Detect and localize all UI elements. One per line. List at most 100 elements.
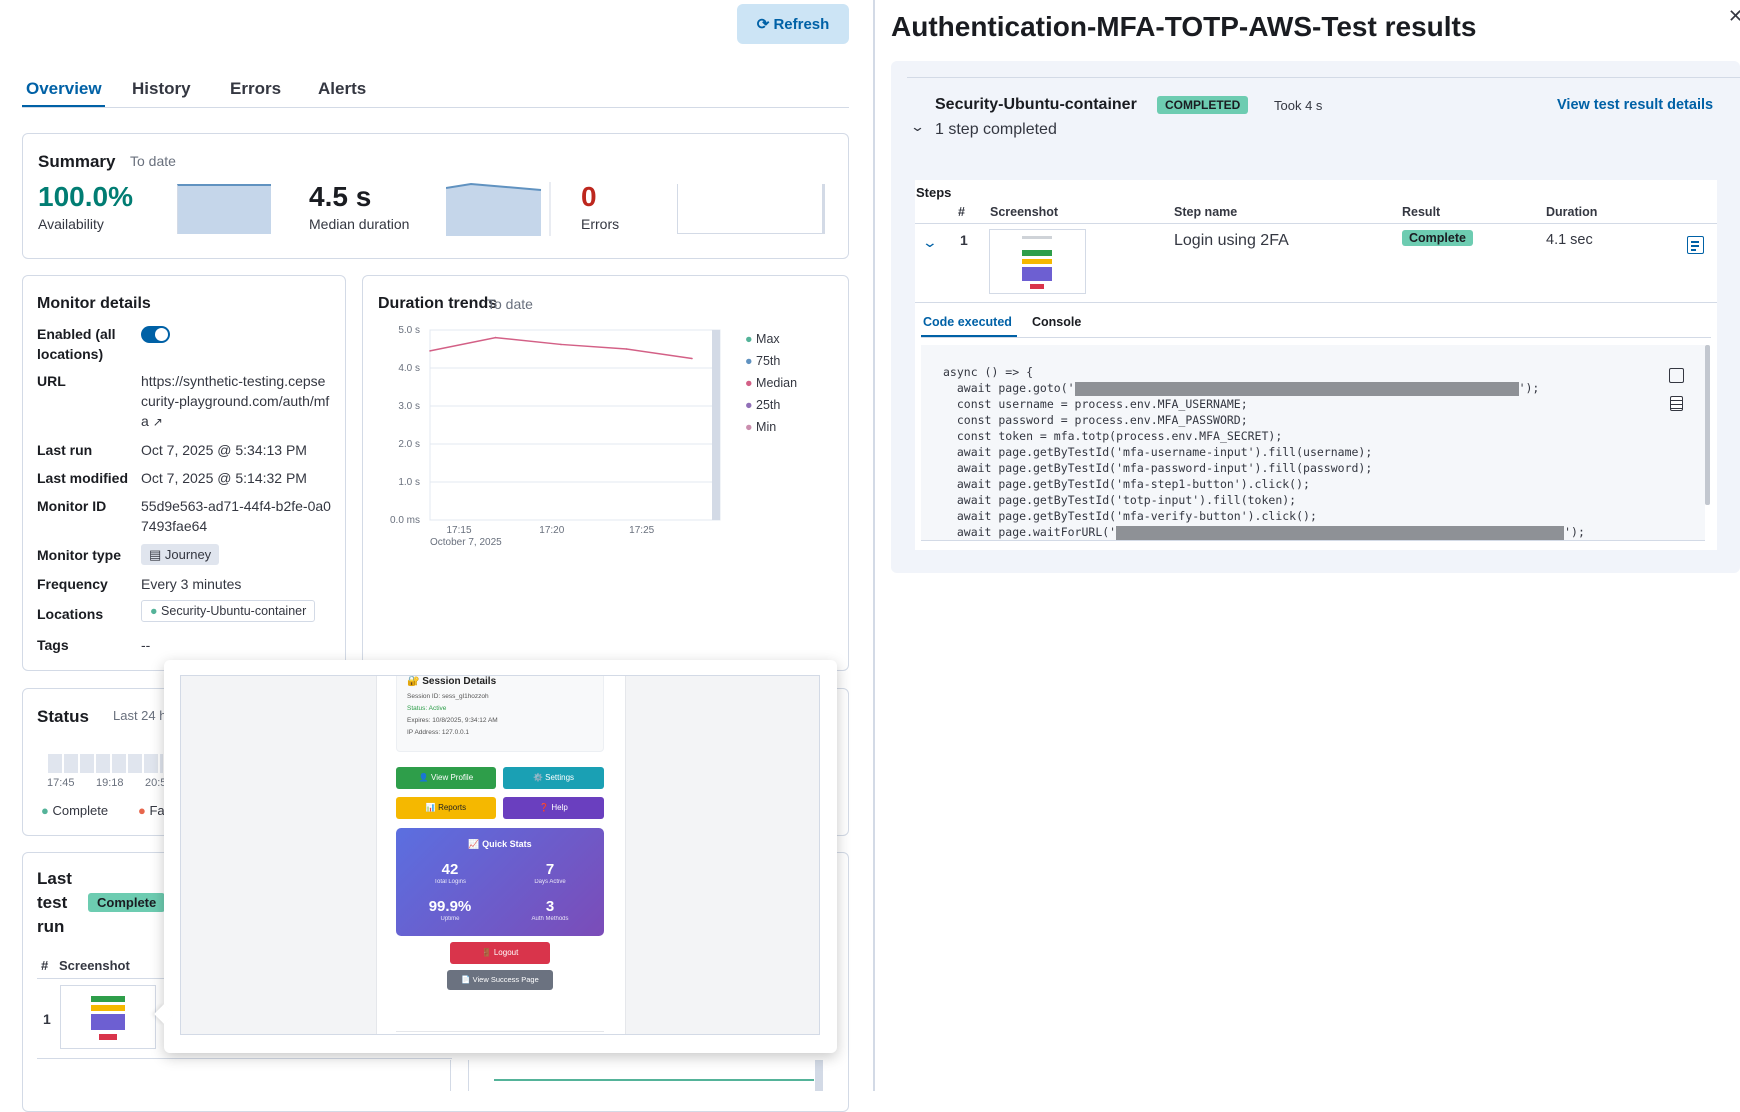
tab-overview-underline [22,105,105,108]
x-tick-label: 17:15 [446,525,471,536]
stat-value-2: 99.9% [428,898,472,915]
legend-dot: ● [745,332,757,346]
legend-item[interactable]: ● 75th [745,350,797,372]
quick-stats-title: 📈 Quick Stats [468,839,532,849]
step-row: ⌄ 1 Login using 2FA Complete 4.1 sec [915,224,1717,302]
legend-dot: ● [745,376,757,390]
session-title: 🔐 Session Details [407,676,497,687]
availability-label: Availability [38,216,104,232]
monitor-details-title: Monitor details [37,295,151,312]
y-tick-label: 2.0 s [398,439,420,450]
complete-dot: ● [41,803,49,818]
last-run-scrollbar[interactable] [815,1060,823,1091]
doc-line-1 [1691,241,1699,243]
copy-icon[interactable] [1670,396,1683,411]
last-run-right-divider [468,1060,469,1091]
summary-panel: Summary To date 100.0% Availability 4.5 … [22,133,849,259]
tab-overview[interactable]: Overview [26,79,102,98]
redacted-url-1 [1074,381,1519,396]
code-scrollbar[interactable] [1705,345,1710,505]
step-thumbnail[interactable] [989,229,1086,294]
status-tick-2: 20:5 [145,777,167,789]
step-name: Login using 2FA [1174,232,1289,249]
legend-item[interactable]: ● Min [745,416,797,438]
step-num: 1 [960,232,968,248]
col-step-name: Step name [1174,205,1238,219]
median-label: Median duration [309,216,410,232]
code-line-0: async () => { [943,365,1034,379]
tab-errors[interactable]: Errors [230,79,282,98]
code-line-9: await page.getByTestId('mfa-verify-butto… [943,509,1317,523]
status-tick-1: 19:18 [96,777,124,789]
availability-value: 100.0% [38,181,133,212]
thumb-mini-3 [91,1014,125,1030]
steps-label: Steps [916,185,952,200]
legend-item[interactable]: ● Median [745,372,797,394]
last-modified-label: Last modified [37,470,129,486]
code-line-1-text: await page.goto(' [943,381,1075,395]
thumb-mini-2 [91,1005,125,1011]
took-text: Took 4 s [1274,98,1323,113]
legend-label: 25th [756,398,781,412]
preview-logout-button: 🚪 Logout [450,942,550,964]
quick-stats-card: 📈 Quick Stats 42 Total Logins 7 Days Act… [396,828,604,936]
duration-trends-chart: 5.0 s 4.0 s 3.0 s 2.0 s 1.0 s 0.0 ms 17:15 17:2… [390,325,721,548]
errors-label: Errors [581,216,620,232]
step-expand-icon[interactable]: ⌄ [921,234,939,250]
refresh-label: Refresh [773,16,830,33]
code-block [921,345,1705,540]
url-label: URL [37,373,66,389]
locations-label: Locations [37,606,104,622]
document-icon[interactable] [1687,236,1704,254]
enabled-toggle[interactable] [141,326,170,343]
last-run-thumbnail[interactable] [60,985,156,1049]
col-num: # [958,205,965,219]
last-run-row-line [37,1058,452,1059]
step-row-line [915,302,1717,303]
tab-alerts[interactable]: Alerts [318,79,367,98]
summary-range: To date [130,153,176,169]
tab-code-executed[interactable]: Code executed [923,315,1012,329]
legend-item[interactable]: ● Max [745,328,797,350]
close-icon[interactable]: ✕ [1728,6,1740,26]
last-run-label: Last run [37,442,93,458]
duration-legend: ● Max ● 75th ● Median ● 25th ● Min [745,328,797,438]
external-link-icon: ↗ [152,415,163,429]
url-link[interactable]: https://synthetic-testing.cepsecurity-pl… [141,371,331,432]
view-test-result-link[interactable]: View test result details [1557,97,1714,113]
stat-label-3: Auth Methods [531,916,569,922]
step-result-badge: Complete [1402,230,1473,246]
legend-item[interactable]: ● 25th [745,394,797,416]
legend-dot: ● [745,354,757,368]
location-status-dot: ● [150,604,158,618]
refresh-button[interactable]: ⟳ Refresh [737,4,849,44]
tabs-divider [22,107,849,108]
code-line-2: const username = process.env.MFA_USERNAM… [943,397,1248,411]
chevron-down-icon[interactable]: ⌄ [909,119,926,134]
fullscreen-icon[interactable] [1669,368,1684,383]
stat-label-0: Total Logins [433,879,467,885]
tab-console[interactable]: Console [1032,315,1082,329]
last-run-divider [450,1060,451,1091]
legend-label: 75th [756,354,781,368]
redacted-url-2 [1116,525,1565,540]
flyout-title: Authentication-MFA-TOTP-AWS-Test results [891,11,1477,42]
tags-label: Tags [37,637,69,653]
preview-help-button: ❓ Help [503,797,604,819]
results-flyout: Authentication-MFA-TOTP-AWS-Test results… [875,0,1740,1091]
tab-history[interactable]: History [132,79,191,98]
plot-scrollbar [712,330,720,520]
errors-sparkline [677,184,825,234]
step-thumb-2 [1022,250,1052,256]
x-tick-label: 17:20 [539,525,564,536]
completed-badge: COMPLETED [1157,96,1249,114]
step-thumb-3 [1022,259,1052,264]
col-duration: Duration [1546,205,1598,219]
monitor-type-text: Journey [164,547,212,562]
monitor-type-badge: ▤ Journey [141,544,220,565]
col-screenshot: Screenshot [990,205,1059,219]
steps-completed-text: 1 step completed [935,121,1057,138]
status-tick-0: 17:45 [47,777,75,789]
location-badge[interactable]: ● Security-Ubuntu-container [141,600,316,622]
status-legend-complete: ● Complete [41,803,108,818]
